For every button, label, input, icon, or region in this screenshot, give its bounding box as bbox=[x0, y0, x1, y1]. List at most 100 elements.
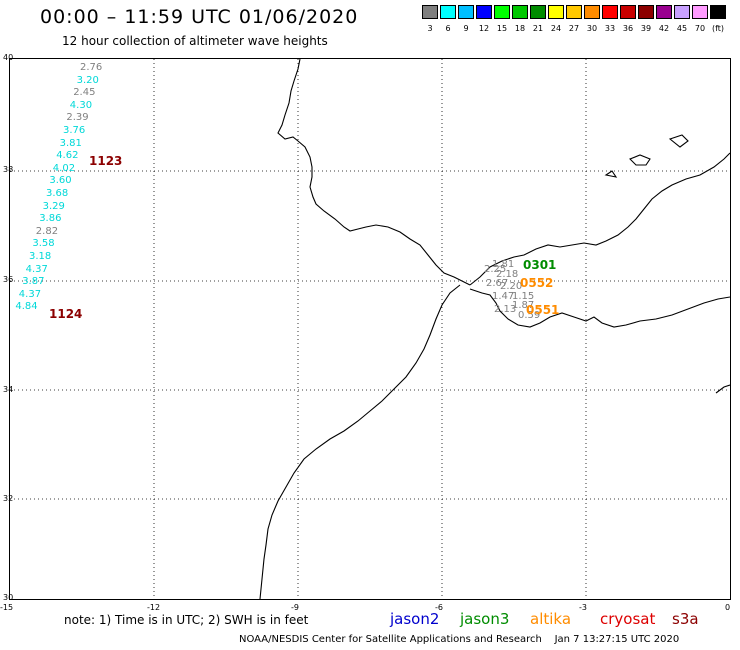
lat-tick-label: 36 bbox=[3, 275, 14, 284]
lat-tick-label: 32 bbox=[3, 494, 14, 503]
map-frame bbox=[9, 58, 731, 600]
color-scale-label: 39 bbox=[640, 24, 652, 33]
lat-tick-label: 38 bbox=[3, 165, 14, 174]
pass-time-label: 0552 bbox=[520, 276, 554, 290]
color-scale-label: 18 bbox=[514, 24, 526, 33]
wave-height-label: 0.59 bbox=[518, 310, 541, 321]
pass-time-label: 0551 bbox=[526, 303, 560, 317]
color-scale-label: 21 bbox=[532, 24, 544, 33]
wave-height-label: 3.81 bbox=[59, 137, 82, 149]
lon-tick-label: -6 bbox=[435, 603, 443, 612]
color-swatch bbox=[584, 5, 600, 19]
satellite-name: jason3 bbox=[460, 610, 510, 628]
color-swatch bbox=[440, 5, 456, 19]
coastline-iberia-west bbox=[277, 58, 471, 286]
wave-height-label: 3.60 bbox=[49, 175, 72, 187]
lat-tick-label: 34 bbox=[3, 385, 14, 394]
color-scale-label: 3 bbox=[427, 24, 433, 33]
color-scale-label: 45 bbox=[676, 24, 688, 33]
color-swatch bbox=[458, 5, 474, 19]
wave-height-label: 1.15 bbox=[512, 291, 535, 302]
footer-note: note: 1) Time is in UTC; 2) SWH is in fe… bbox=[64, 613, 309, 627]
wave-height-label: 2.18 bbox=[496, 269, 519, 280]
color-swatch bbox=[566, 5, 582, 19]
color-scale-label: 9 bbox=[463, 24, 469, 33]
color-swatch bbox=[710, 5, 726, 19]
coastline-mallorca bbox=[668, 134, 689, 148]
color-scale-label: 6 bbox=[445, 24, 451, 33]
color-scale-label: (ft) bbox=[711, 24, 725, 33]
wave-height-label: 2.20 bbox=[500, 281, 523, 292]
lat-lon-grid bbox=[10, 59, 730, 599]
color-scale-label: 24 bbox=[550, 24, 562, 33]
page-title: 00:00 – 11:59 UTC 01/06/2020 bbox=[40, 6, 359, 28]
wave-height-label: 3.68 bbox=[46, 188, 69, 199]
wave-height-label: 2.67 bbox=[486, 278, 509, 289]
wave-height-label: 2.76 bbox=[80, 62, 103, 73]
color-scale-label: 15 bbox=[496, 24, 508, 33]
coastline-north-africa bbox=[469, 288, 731, 328]
wave-height-label: 4.62 bbox=[56, 150, 79, 162]
color-swatch bbox=[656, 5, 672, 19]
satellite-name: jason2 bbox=[390, 610, 440, 628]
timestamp-text: Jan 7 13:27:15 UTC 2020 bbox=[554, 634, 680, 645]
wave-height-label: 3.29 bbox=[42, 200, 65, 212]
wave-height-label: 2.25 bbox=[484, 264, 507, 275]
color-swatch bbox=[602, 5, 618, 19]
color-scale-label: 12 bbox=[478, 24, 490, 33]
wave-height-label: 2.45 bbox=[73, 87, 96, 99]
color-scale-label: 30 bbox=[586, 24, 598, 33]
color-scale-label: 36 bbox=[622, 24, 634, 33]
wave-height-label: 3.76 bbox=[63, 125, 86, 136]
color-swatch bbox=[692, 5, 708, 19]
wave-height-label: 4.30 bbox=[69, 99, 93, 111]
coastline-island-east bbox=[715, 384, 731, 394]
wave-height-label: 2.39 bbox=[66, 112, 89, 124]
wave-height-label: 4.37 bbox=[18, 288, 42, 300]
wave-height-label: 1.87 bbox=[512, 300, 535, 311]
lat-tick-label: 30 bbox=[3, 593, 14, 602]
color-scale-label: 27 bbox=[568, 24, 580, 33]
color-swatch bbox=[476, 5, 492, 19]
color-scale-label: 33 bbox=[604, 24, 616, 33]
color-swatch bbox=[530, 5, 546, 19]
satellite-name: cryosat bbox=[600, 610, 656, 628]
coastline bbox=[259, 58, 731, 600]
lat-tick-label: 40 bbox=[3, 53, 14, 62]
wave-height-label: 3.18 bbox=[29, 251, 52, 262]
wave-height-label: 3.87 bbox=[22, 276, 45, 288]
color-scale-label: 42 bbox=[658, 24, 670, 33]
wave-height-label: 3.58 bbox=[32, 238, 55, 250]
color-swatch bbox=[674, 5, 690, 19]
lon-tick-label: -9 bbox=[291, 603, 299, 612]
footer-credit: NOAA/NESDIS Center for Satellite Applica… bbox=[239, 634, 679, 645]
color-swatch bbox=[620, 5, 636, 19]
coastline-africa bbox=[259, 284, 461, 600]
wave-height-label: 3.86 bbox=[39, 213, 62, 225]
color-swatch bbox=[548, 5, 564, 19]
lon-tick-label: -12 bbox=[147, 603, 161, 612]
wave-height-label: 1.81 bbox=[492, 259, 515, 270]
page-subtitle: 12 hour collection of altimeter wave hei… bbox=[62, 34, 328, 48]
color-swatch bbox=[494, 5, 510, 19]
coastline-balearic bbox=[629, 154, 651, 166]
lon-tick-label: -15 bbox=[0, 603, 14, 612]
wave-height-label: 4.84 bbox=[15, 301, 38, 313]
wave-height-label: 2.82 bbox=[35, 225, 59, 237]
coastline-ibiza bbox=[604, 170, 618, 178]
coastline-iberia-med bbox=[469, 152, 731, 286]
wave-height-label: 3.20 bbox=[76, 74, 99, 86]
wave-height-label: 2.13 bbox=[494, 304, 517, 315]
color-scale-label: 70 bbox=[694, 24, 706, 33]
color-swatch bbox=[512, 5, 528, 19]
color-swatch bbox=[638, 5, 654, 19]
pass-time-label: 0301 bbox=[523, 258, 557, 272]
wave-height-label: 4.37 bbox=[25, 263, 48, 275]
wave-height-label: 4.02 bbox=[52, 162, 76, 174]
satellite-name: altika bbox=[530, 610, 572, 628]
credit-text: NOAA/NESDIS Center for Satellite Applica… bbox=[239, 634, 542, 645]
lon-tick-label: 0 bbox=[725, 603, 731, 612]
lon-tick-label: -3 bbox=[579, 603, 587, 612]
pass-time-label: 1124 bbox=[49, 307, 83, 321]
satellite-name: s3a bbox=[672, 610, 699, 628]
